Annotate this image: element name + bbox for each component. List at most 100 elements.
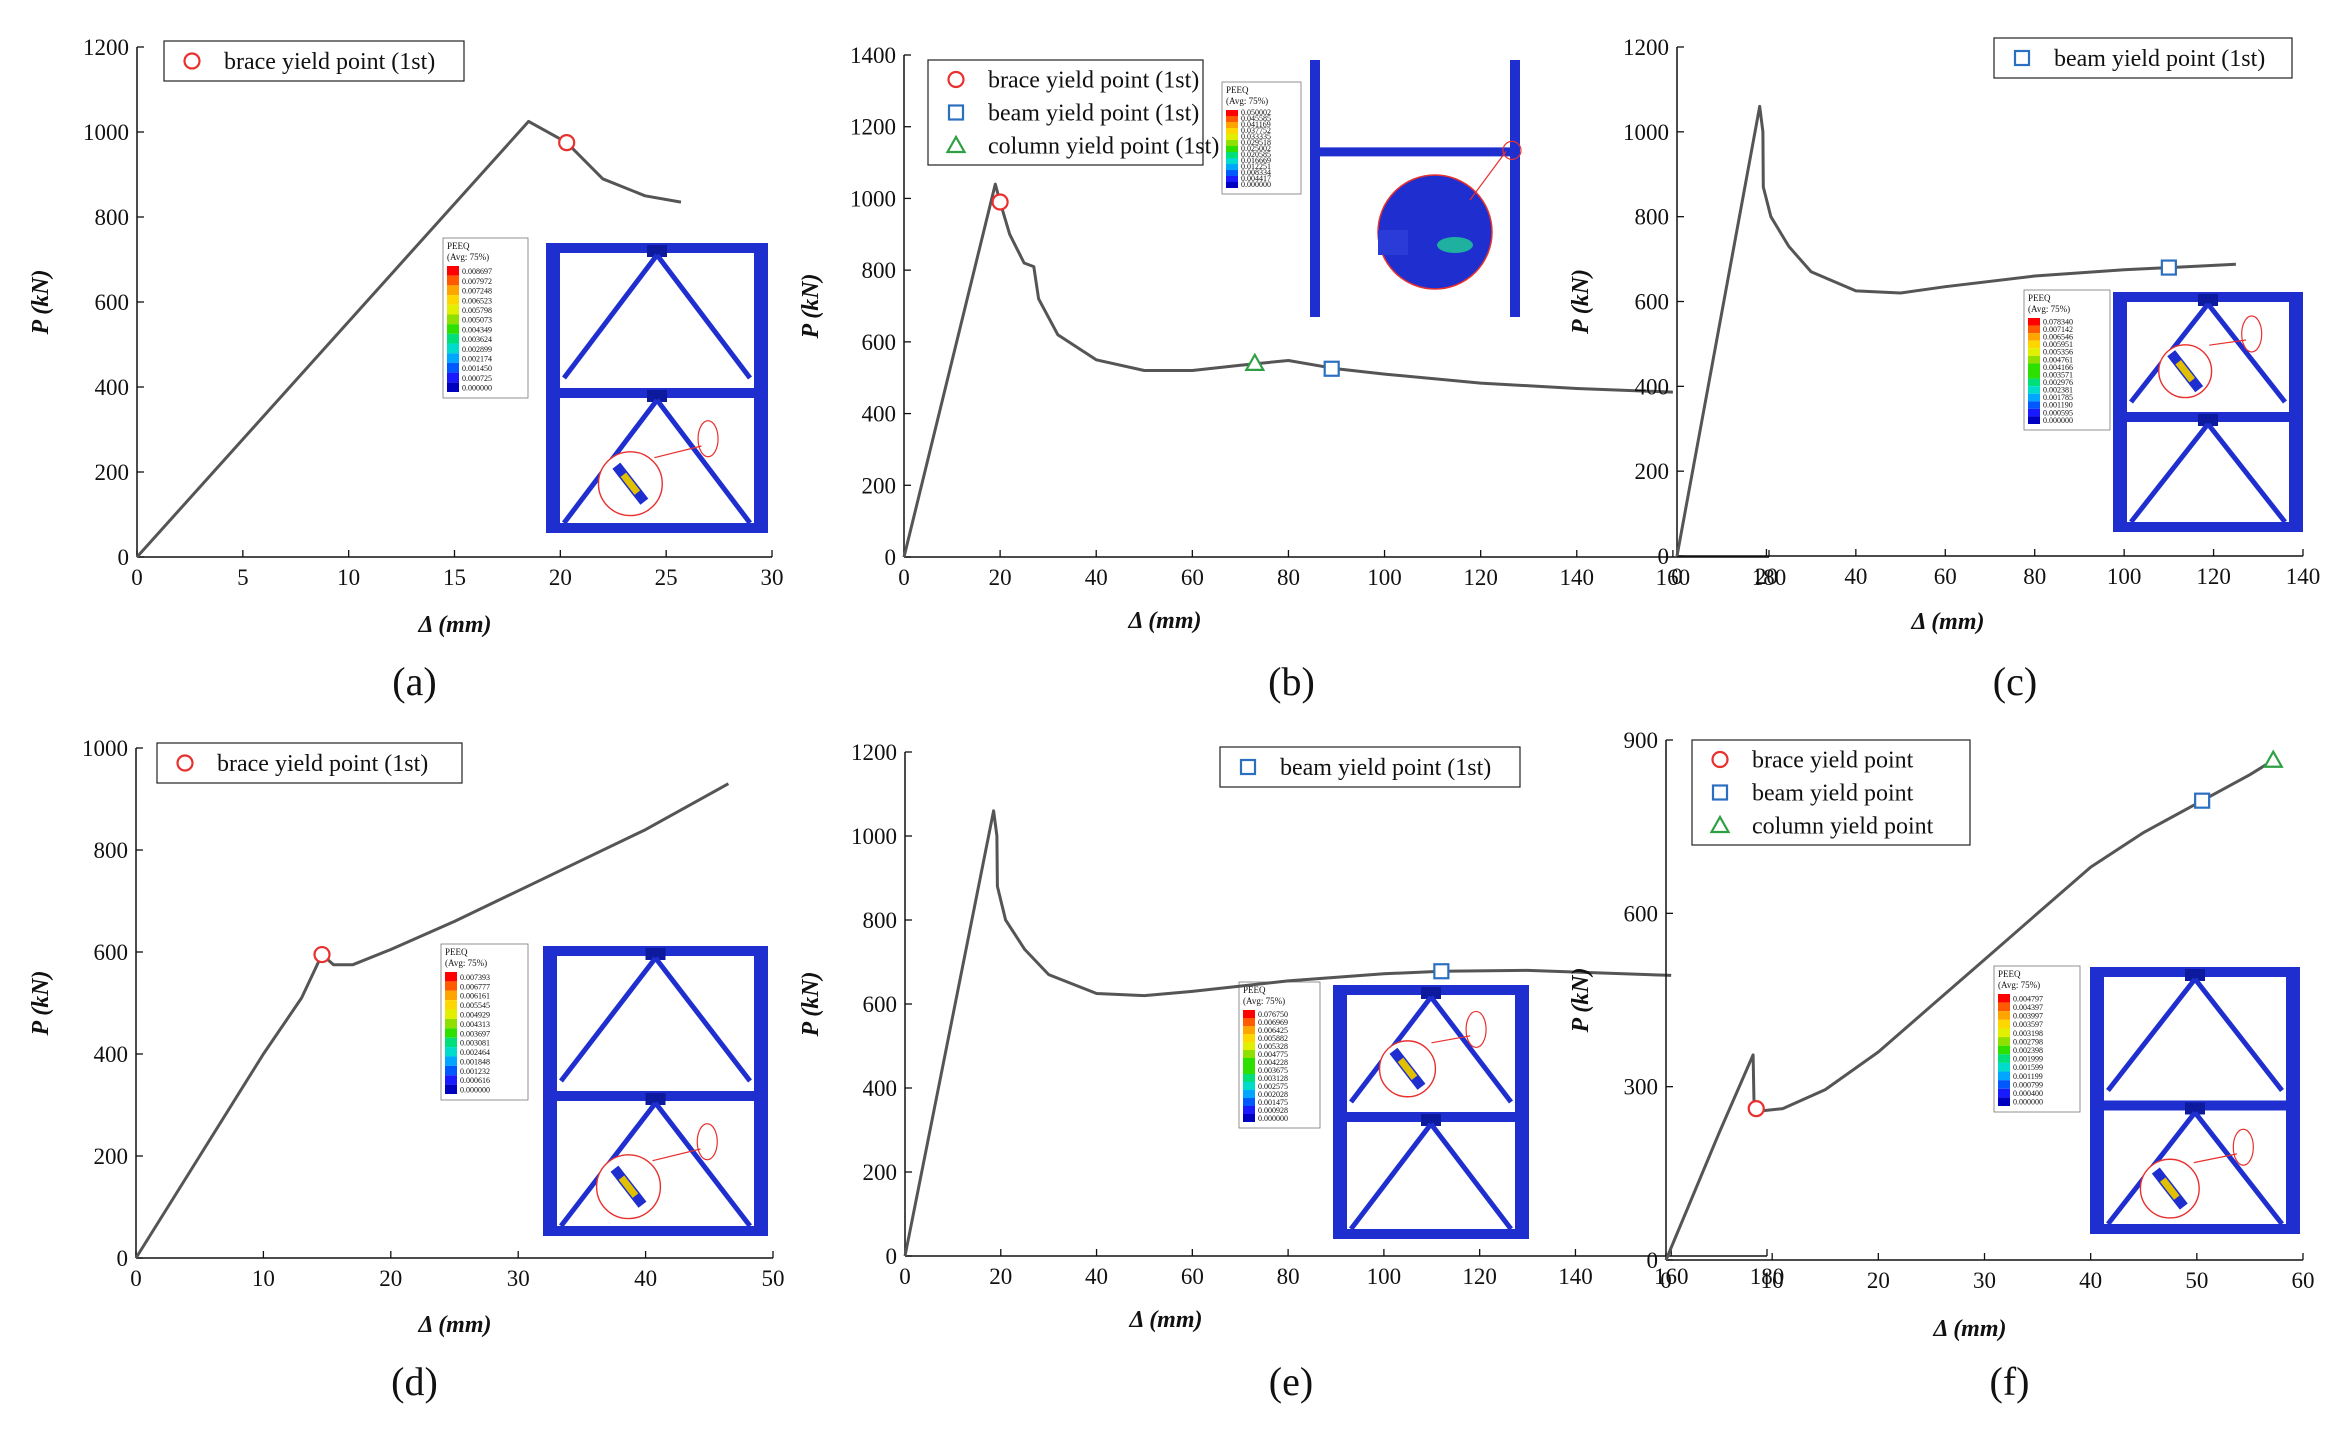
brace-right (655, 253, 752, 380)
contour-legend-value: 0.005073 (462, 316, 492, 325)
x-tick-label: 0 (130, 1266, 142, 1291)
contour-legend-swatch (447, 343, 459, 354)
legend-label: brace yield point (1st) (988, 68, 1199, 94)
brace-left (2129, 422, 2210, 524)
column-left (1310, 60, 1320, 317)
brace-right (653, 956, 752, 1083)
brace-left (562, 253, 659, 380)
yield-zone (1397, 1057, 1418, 1080)
contour-legend-value: 0.029518 (1241, 138, 1271, 147)
y-tick-label: 1000 (83, 120, 129, 145)
contour-legend-value: 0.005328 (1258, 1042, 1288, 1051)
brace-left (559, 956, 658, 1083)
x-tick-label: 120 (1462, 1264, 1497, 1289)
load-displacement-curve (135, 119, 682, 559)
contour-legend-subtitle: (Avg: 75%) (1998, 980, 2040, 990)
contour-legend-swatch (445, 1084, 457, 1094)
contour-legend-value: 0.006425 (1258, 1026, 1288, 1035)
load-displacement-curve (902, 182, 1673, 558)
contour-legend-swatch (445, 1018, 457, 1029)
y-axis-label: P (kN) (1568, 967, 1594, 1033)
contour-legend-swatch (2028, 408, 2040, 417)
contour-legend-value: 0.037752 (1241, 126, 1271, 135)
zoom-detail (1378, 230, 1408, 255)
legend-marker (947, 70, 965, 89)
contour-legend-swatch (2028, 401, 2040, 409)
contour-legend-swatch (447, 314, 459, 325)
x-tick-label: 40 (634, 1266, 657, 1291)
beam-bottom (1333, 1229, 1529, 1239)
contour-legend-value: 0.004313 (460, 1020, 490, 1029)
contour-legend-value: 0.003697 (460, 1029, 490, 1038)
y-tick-label: 600 (1635, 290, 1670, 315)
contour-legend-value: 0.006969 (1258, 1018, 1288, 1027)
y-tick-label: 1200 (83, 35, 129, 60)
brace-gusset (2185, 969, 2205, 981)
contour-legend-swatch (1243, 1050, 1255, 1058)
contour-legend-value: 0.004397 (2013, 1003, 2043, 1012)
contour-legend-subtitle: (Avg: 75%) (2028, 304, 2070, 314)
contour-legend-value: 0.005951 (2043, 340, 2073, 349)
square-yield-marker (2160, 259, 2177, 276)
contour-legend-value: 0.002976 (2043, 378, 2073, 387)
contour-legend-value: 0.004349 (462, 325, 492, 334)
contour-legend-swatch (445, 1000, 457, 1010)
contour-legend-swatch (1998, 1097, 2010, 1106)
contour-legend-value: 0.005882 (1258, 1034, 1288, 1043)
triangle-yield-marker (1244, 352, 1266, 371)
contour-legend-swatch (1998, 1088, 2010, 1098)
contour-legend-value: 0.002174 (462, 354, 492, 363)
fe-inset: PEEQ(Avg: 75%)0.0086970.0079720.0072480.… (442, 237, 768, 533)
y-tick-label: 1000 (851, 824, 897, 849)
contour-legend-value: 0.003128 (1258, 1074, 1288, 1083)
y-axis-label: P (kN) (28, 269, 54, 335)
x-tick-label: 20 (1867, 1268, 1890, 1293)
contour-legend-value: 0.006777 (460, 982, 490, 991)
fe-inset: PEEQ(Avg: 75%)0.0073930.0067770.0061610.… (440, 943, 768, 1236)
square-yield-marker (1433, 963, 1450, 980)
contour-legend-swatch (445, 1075, 457, 1085)
contour-legend-swatch (1998, 1028, 2010, 1038)
contour-legend-swatch (445, 1056, 457, 1066)
panel-label: (e) (1269, 1359, 1313, 1404)
contour-legend-value: 0.000616 (460, 1076, 490, 1085)
contour-legend-value: 0.001848 (460, 1057, 490, 1066)
legend-marker (1711, 784, 1729, 801)
x-tick-label: 100 (1367, 1264, 1402, 1289)
contour-legend-value: 0.004775 (1258, 1050, 1288, 1059)
contour-legend-value: 0.002464 (460, 1048, 490, 1057)
y-tick-label: 400 (1635, 374, 1670, 399)
contour-legend-swatch (1243, 1018, 1255, 1026)
contour-legend-value: 0.003081 (460, 1039, 490, 1048)
brace-left (2106, 977, 2197, 1093)
brace-right (2193, 977, 2284, 1093)
y-tick-label: 600 (95, 290, 130, 315)
contour-legend-value: 0.000000 (1241, 180, 1271, 189)
y-tick-label: 800 (862, 258, 897, 283)
contour-legend-value: 0.002381 (2043, 386, 2073, 395)
contour-legend-swatch (1998, 1062, 2010, 1072)
contour-legend-value: 0.002798 (2013, 1037, 2043, 1046)
x-tick-label: 20 (549, 565, 572, 590)
brace-gusset (647, 245, 667, 257)
y-axis-label: P (kN) (798, 971, 824, 1037)
contour-legend-value: 0.004417 (1241, 174, 1271, 183)
contour-legend-value: 0.007972 (462, 277, 492, 286)
x-tick-label: 40 (1085, 565, 1108, 590)
y-tick-label: 600 (862, 330, 897, 355)
x-tick-label: 160 (1654, 1264, 1689, 1289)
contour-legend-value: 0.001599 (2013, 1063, 2043, 1072)
y-tick-label: 400 (95, 375, 130, 400)
contour-legend-swatch (2028, 386, 2040, 394)
yield-zone (2160, 1177, 2180, 1200)
legend-label: beam yield point (1st) (988, 101, 1199, 127)
circle-yield-marker (991, 193, 1009, 211)
brace-gusset (1421, 987, 1441, 999)
contour-legend-value: 0.003571 (2043, 370, 2073, 379)
yield-location-mark (2232, 1128, 2254, 1166)
column-right (1510, 60, 1520, 317)
contour-legend-title: PEEQ (2028, 293, 2051, 303)
legend-box (1691, 739, 1971, 846)
load-displacement-curve (1675, 104, 2236, 557)
